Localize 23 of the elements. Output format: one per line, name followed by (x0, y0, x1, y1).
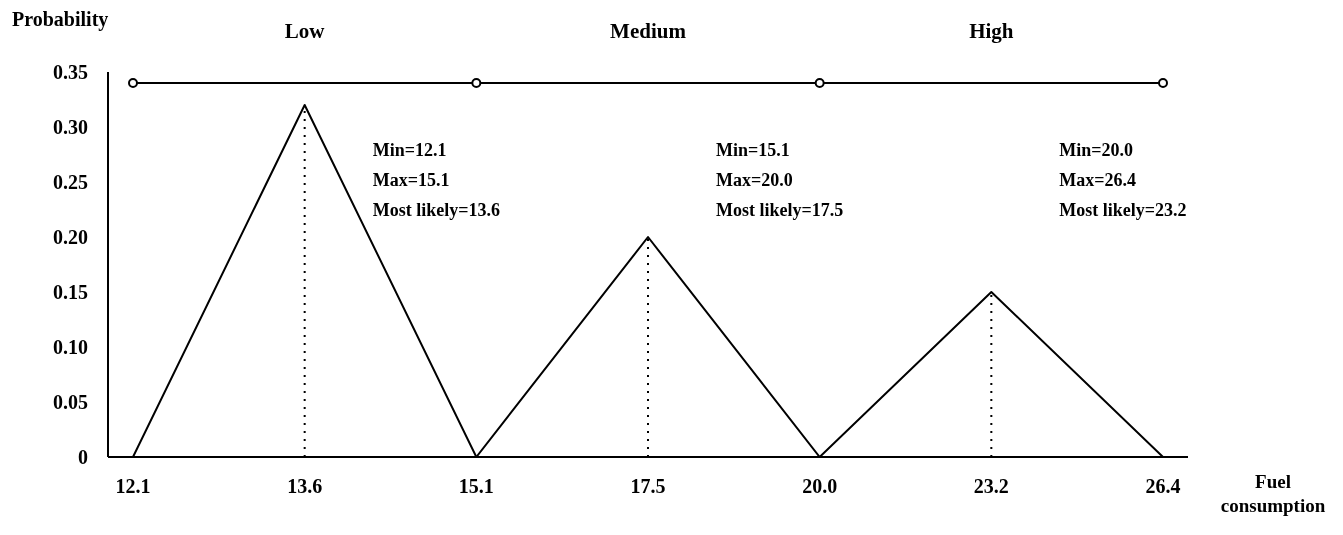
y-tick-label: 0.30 (53, 116, 88, 139)
y-tick-label: 0.15 (53, 281, 88, 304)
text: Medium (610, 19, 687, 43)
x-tick-label: 26.4 (1145, 475, 1181, 498)
annotation: Min=12.1 Max=15.1 Most likely=13.6 (372, 140, 500, 220)
text: Low (284, 19, 326, 43)
annotation: Min=15.1 Max=20.0 Most likely=17.5 (716, 140, 844, 220)
y-axis-title: Probability (12, 8, 109, 31)
y-tick-label: 0.20 (53, 226, 88, 249)
x-tick-label: 23.2 (973, 475, 1009, 498)
text: High (969, 19, 1014, 43)
x-tick-label: 12.1 (115, 475, 151, 498)
y-tick-label: 0.10 (53, 336, 88, 359)
x-tick-label: 20.0 (802, 475, 838, 498)
y-tick-label: 0.25 (53, 171, 88, 194)
y-tick-label: 0 (78, 446, 88, 469)
annotation: Min=20.0 Max=26.4 Most likely=23.2 (1059, 140, 1187, 220)
x-tick-label: 13.6 (287, 475, 323, 498)
x-axis-title: Fuel consumption (1219, 470, 1327, 518)
x-tick-label: 15.1 (458, 475, 494, 498)
x-tick-label: 17.5 (630, 475, 666, 498)
y-tick-label: 0.05 (53, 391, 88, 414)
y-tick-label: 0.35 (53, 61, 88, 84)
